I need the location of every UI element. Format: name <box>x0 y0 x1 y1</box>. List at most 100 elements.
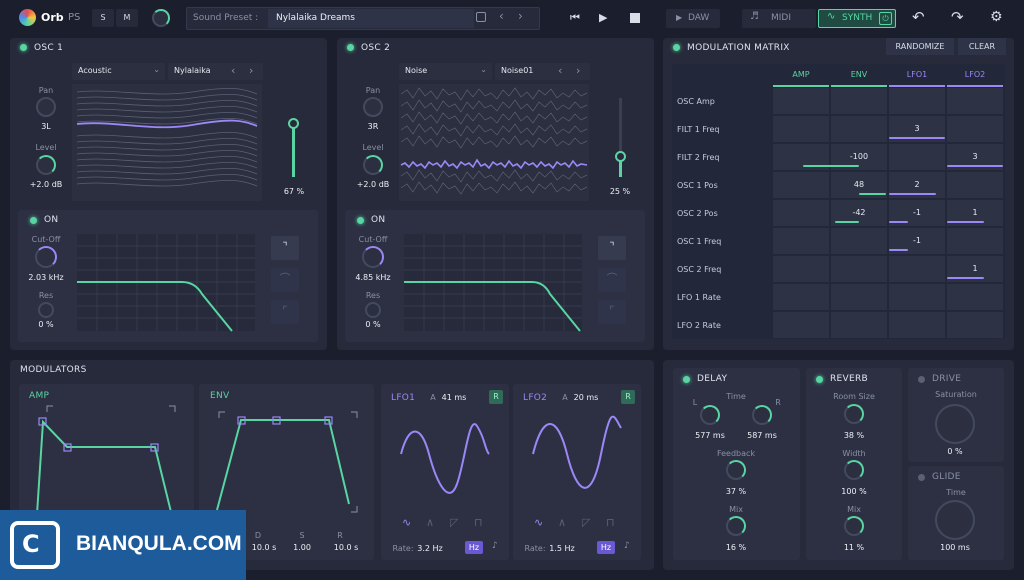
stop-icon[interactable] <box>630 13 640 23</box>
save-preset-icon[interactable] <box>476 12 486 22</box>
osc1-pan-knob[interactable] <box>36 97 56 117</box>
osc2-cutoff-knob[interactable] <box>362 246 384 268</box>
osc2-power-led[interactable] <box>347 44 354 51</box>
osc1-highpass-icon[interactable]: ⌜ <box>271 300 299 324</box>
delay-r-knob[interactable] <box>752 405 772 425</box>
osc1-cutoff-knob[interactable] <box>35 246 57 268</box>
prev-preset-icon[interactable]: ‹ <box>499 9 504 23</box>
mm-cell[interactable] <box>947 172 1003 198</box>
mm-cell[interactable] <box>773 312 829 338</box>
mute-button[interactable]: M <box>116 9 138 27</box>
mm-cell[interactable] <box>889 144 945 170</box>
mm-cell[interactable] <box>947 228 1003 254</box>
reverb-led[interactable] <box>816 376 823 383</box>
glide-led[interactable] <box>918 474 925 481</box>
master-volume-knob[interactable] <box>152 9 170 27</box>
osc1-lowpass-icon[interactable]: ⌝ <box>271 236 299 260</box>
lfo2-triangle-icon[interactable]: ∧ <box>558 516 567 529</box>
daw-button[interactable] <box>666 9 720 28</box>
midi-button[interactable] <box>742 9 816 28</box>
osc2-bandpass-icon[interactable]: ⌒ <box>598 268 626 292</box>
lfo1-sine-icon[interactable]: ∿ <box>402 516 412 529</box>
lfo1-unit-button[interactable]: Hz <box>465 541 483 554</box>
synth-button[interactable] <box>818 9 896 28</box>
osc1-mix-slider-track[interactable] <box>292 125 295 177</box>
mm-cell[interactable] <box>773 88 829 114</box>
osc2-next-wave-icon[interactable]: › <box>576 64 581 77</box>
delay-feedback-knob[interactable] <box>726 460 746 480</box>
osc2-lowpass-icon[interactable]: ⌝ <box>598 236 626 260</box>
osc1-power-led[interactable] <box>20 44 27 51</box>
lfo2-note-icon[interactable]: ♪ <box>624 541 630 551</box>
clear-button[interactable]: CLEAR <box>958 38 1006 55</box>
skip-back-icon[interactable]: ⏮ <box>570 11 580 24</box>
osc1-res-knob[interactable] <box>38 302 54 318</box>
osc2-wave-dropdown[interactable]: Noise01 <box>495 63 590 80</box>
mm-cell[interactable] <box>773 256 829 282</box>
mm-cell[interactable] <box>831 116 887 142</box>
mm-cell[interactable] <box>831 88 887 114</box>
mm-cell[interactable] <box>831 256 887 282</box>
mm-cell[interactable] <box>889 312 945 338</box>
osc2-mix-slider-track[interactable] <box>619 160 622 177</box>
lfo1-triangle-icon[interactable]: ∧ <box>426 516 435 529</box>
mm-cell[interactable] <box>889 88 945 114</box>
mm-cell[interactable] <box>773 200 829 226</box>
osc2-type-dropdown[interactable]: Noise ⌄ <box>399 63 492 80</box>
mm-cell[interactable] <box>947 312 1003 338</box>
reverb-mix-knob[interactable] <box>844 516 864 536</box>
settings-gear-icon[interactable]: ⚙ <box>990 9 1003 25</box>
mm-cell[interactable] <box>773 228 829 254</box>
osc1-level-knob[interactable] <box>36 155 56 175</box>
mm-cell[interactable] <box>889 256 945 282</box>
lfo2-retrigger-button[interactable]: R <box>621 390 635 404</box>
lfo2-saw-icon[interactable]: ◸ <box>582 516 591 529</box>
osc2-filter-led[interactable] <box>357 217 364 224</box>
lfo1-retrigger-button[interactable]: R <box>489 390 503 404</box>
reverb-width-knob[interactable] <box>844 460 864 480</box>
play-icon[interactable]: ▶ <box>599 11 608 24</box>
preset-name[interactable]: Nylalaika Dreams <box>268 9 474 28</box>
mm-cell[interactable] <box>773 172 829 198</box>
osc1-filter-led[interactable] <box>30 217 37 224</box>
next-preset-icon[interactable]: › <box>518 9 523 23</box>
osc1-next-wave-icon[interactable]: › <box>249 64 254 77</box>
osc2-highpass-icon[interactable]: ⌜ <box>598 300 626 324</box>
lfo1-square-icon[interactable]: ⊓ <box>474 516 483 529</box>
osc1-wave-dropdown[interactable]: Nylalaika <box>168 63 263 80</box>
osc1-prev-wave-icon[interactable]: ‹ <box>231 64 236 77</box>
power-icon[interactable]: ⏻ <box>879 12 892 25</box>
drive-led[interactable] <box>918 376 925 383</box>
lfo2-unit-button[interactable]: Hz <box>597 541 615 554</box>
mm-cell[interactable] <box>947 116 1003 142</box>
osc1-mix-slider-handle[interactable] <box>288 118 299 129</box>
lfo2-sine-icon[interactable]: ∿ <box>534 516 544 529</box>
lfo1-note-icon[interactable]: ♪ <box>492 541 498 551</box>
osc1-bandpass-icon[interactable]: ⌒ <box>271 268 299 292</box>
mm-cell[interactable] <box>889 284 945 310</box>
delay-mix-knob[interactable] <box>726 516 746 536</box>
osc2-pan-knob[interactable] <box>363 97 383 117</box>
solo-button[interactable]: S <box>92 9 114 27</box>
reverb-room-knob[interactable] <box>844 404 864 424</box>
lfo1-saw-icon[interactable]: ◸ <box>450 516 459 529</box>
osc2-res-knob[interactable] <box>365 302 381 318</box>
mm-cell[interactable] <box>773 284 829 310</box>
randomize-button[interactable]: RANDOMIZE <box>886 38 954 55</box>
osc1-type-dropdown[interactable]: Acoustic ⌄ <box>72 63 165 80</box>
mm-cell[interactable] <box>947 284 1003 310</box>
redo-icon[interactable]: ↷ <box>951 8 964 26</box>
delay-l-knob[interactable] <box>700 405 720 425</box>
lfo2-square-icon[interactable]: ⊓ <box>606 516 615 529</box>
glide-time-knob[interactable] <box>935 500 975 540</box>
drive-saturation-knob[interactable] <box>935 404 975 444</box>
osc2-prev-wave-icon[interactable]: ‹ <box>558 64 563 77</box>
mm-cell[interactable] <box>831 312 887 338</box>
mm-cell[interactable] <box>773 116 829 142</box>
mm-cell[interactable] <box>947 88 1003 114</box>
undo-icon[interactable]: ↶ <box>912 8 925 26</box>
delay-led[interactable] <box>683 376 690 383</box>
osc2-mix-slider-handle[interactable] <box>615 151 626 162</box>
mm-cell[interactable] <box>831 228 887 254</box>
mm-cell[interactable] <box>831 284 887 310</box>
